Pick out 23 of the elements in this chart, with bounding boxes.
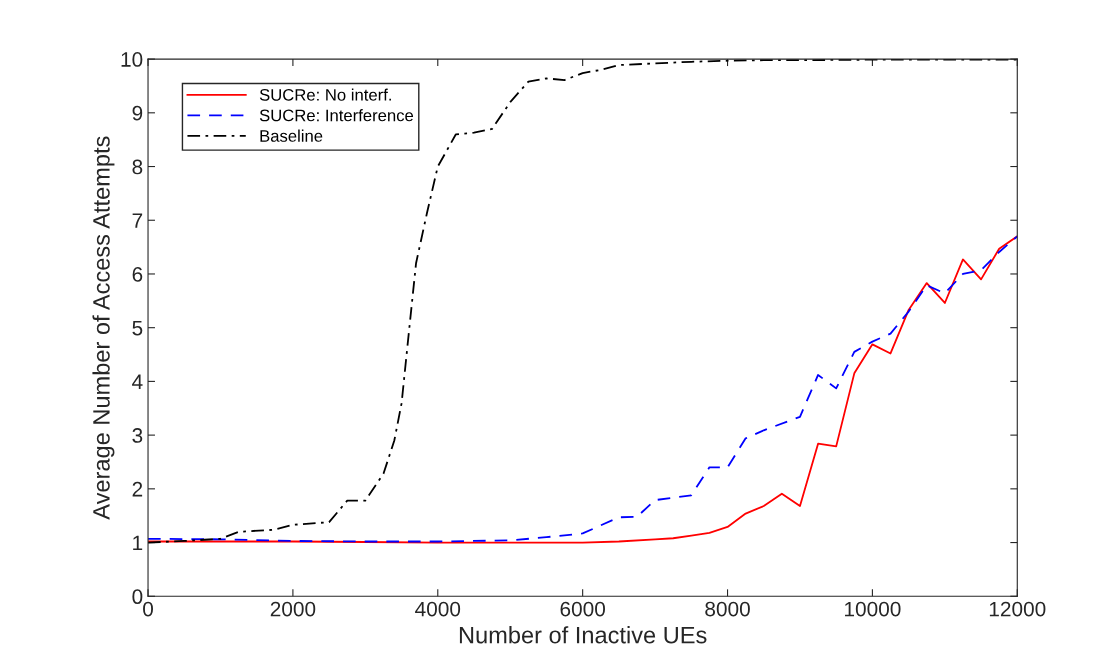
legend-label: SUCRe: Interference [259,109,414,122]
x-tick-label: 10000 [845,601,901,617]
y-tick-label: 7 [132,213,143,228]
y-tick-label: 10 [121,52,143,67]
y-axis-title: Average Number of Access Attempts [92,136,115,520]
y-tick-label: 3 [132,428,143,443]
x-tick-label: 6000 [560,601,606,617]
y-tick-label: 1 [133,535,143,551]
legend-label: Baseline [260,129,323,142]
x-tick-label: 4000 [415,601,461,617]
y-tick-label: 2 [132,481,143,497]
legend-label: SUCRe: No interf. [259,88,391,101]
y-tick-label: 0 [132,589,143,605]
y-tick-label: 6 [132,266,143,282]
x-axis-title: Number of Inactive UEs [459,626,707,644]
y-tick-label: 8 [132,159,143,175]
x-tick-label: 0 [143,601,154,617]
x-tick-label: 2000 [270,601,316,617]
y-tick-label: 5 [132,320,143,336]
x-tick-label: 12000 [989,601,1046,617]
x-tick-label: 8000 [705,601,750,617]
y-tick-label: 9 [132,105,143,121]
y-tick-label: 4 [132,374,143,389]
